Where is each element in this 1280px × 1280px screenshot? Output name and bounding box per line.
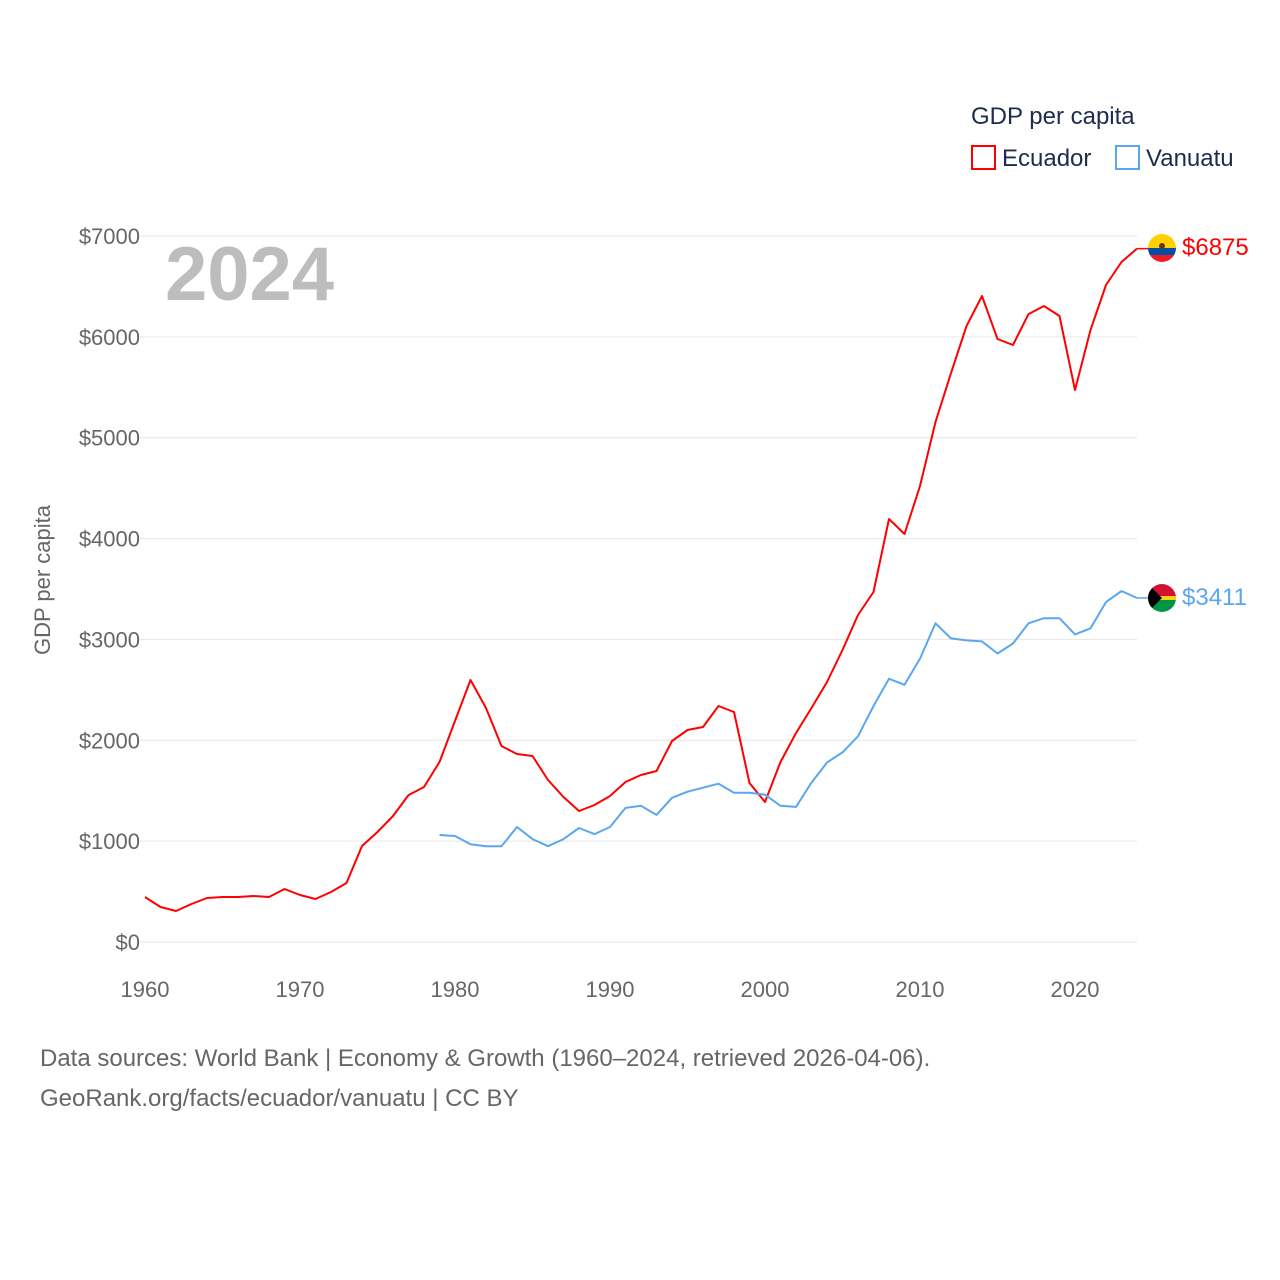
ecuador-flag-icon [1148,234,1176,262]
y-axis-label: GDP per capita [30,504,55,655]
series-lines [144,247,1150,912]
legend-label-ecuador: Ecuador [1002,145,1091,172]
legend-title: GDP per capita [971,103,1135,130]
y-tick-label: $7000 [79,224,140,249]
legend-swatch-vanuatu [1115,145,1140,170]
y-tick-label: $5000 [79,426,140,451]
y-tick-label: $2000 [79,728,140,753]
legend-label-vanuatu: Vanuatu [1146,145,1234,172]
y-tick-label: $3000 [79,627,140,652]
x-tick-label: 1990 [586,977,635,1002]
series-line-vanuatu [439,590,1138,848]
end-labels: $6875 $3411 [1148,234,1249,612]
x-axis-ticks: 1960 1970 1980 1990 2000 2010 2020 [121,977,1100,1002]
series-line-ecuador [144,247,1138,912]
y-tick-label: $4000 [79,527,140,552]
legend: GDP per capita Ecuador Vanuatu [971,103,1234,172]
year-watermark: 2024 [165,232,334,317]
x-tick-label: 2010 [896,977,945,1002]
footer-link: GeoRank.org/facts/ecuador/vanuatu | CC B… [40,1085,519,1112]
legend-swatch-ecuador [971,145,996,170]
x-tick-label: 2020 [1051,977,1100,1002]
y-axis-ticks: $0 $1000 $2000 $3000 $4000 $5000 $6000 $7000 [79,224,140,955]
x-tick-label: 2000 [741,977,790,1002]
x-tick-label: 1980 [431,977,480,1002]
vanuatu-end-label: $3411 [1182,584,1247,611]
footer-sources: Data sources: World Bank | Economy & Gro… [40,1045,931,1072]
x-tick-label: 1970 [276,977,325,1002]
ecuador-end-label: $6875 [1182,234,1249,261]
y-tick-label: $1000 [79,829,140,854]
gridlines [140,235,1137,943]
x-tick-label: 1960 [121,977,170,1002]
vanuatu-flag-icon [1148,584,1176,612]
y-tick-label: $6000 [79,325,140,350]
y-tick-label: $0 [116,930,140,955]
